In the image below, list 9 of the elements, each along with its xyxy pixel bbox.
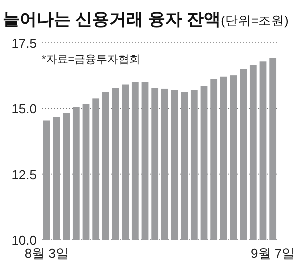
annotation: *자료=금융투자협회 xyxy=(42,54,141,66)
y-tick-label: 10.0 xyxy=(12,233,37,248)
x-tick-label: 9월 7일 xyxy=(251,246,296,261)
y-tick-label: 17.5 xyxy=(12,36,37,51)
chart-subtitle: (단위=조원) xyxy=(221,14,289,28)
chart-title: 늘어나는 신용거래 융자 잔액 xyxy=(3,10,222,29)
y-tick-label: 15.0 xyxy=(12,102,37,117)
x-tick-label: 8월 3일 xyxy=(24,246,69,261)
y-tick-label: 12.5 xyxy=(12,167,37,182)
